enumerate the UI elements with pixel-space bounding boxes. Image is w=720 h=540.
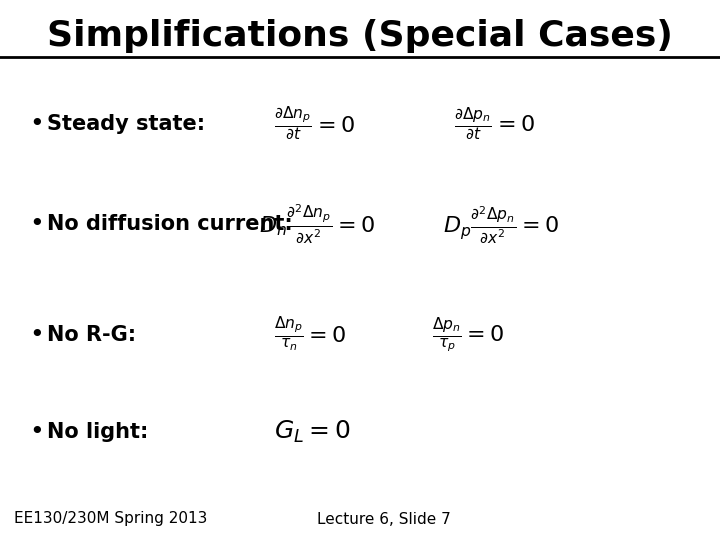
Text: Lecture 6, Slide 7: Lecture 6, Slide 7 — [317, 511, 451, 526]
Text: $D_p \frac{\partial^2 \Delta p_n}{\partial x^2} = 0$: $D_p \frac{\partial^2 \Delta p_n}{\parti… — [443, 204, 559, 245]
Text: No R-G:: No R-G: — [47, 325, 136, 345]
Text: $\frac{\partial \Delta n_p}{\partial t} = 0$: $\frac{\partial \Delta n_p}{\partial t} … — [274, 105, 354, 143]
Text: Simplifications (Special Cases): Simplifications (Special Cases) — [47, 19, 673, 53]
Text: $D_n \frac{\partial^2 \Delta n_p}{\partial x^2} = 0$: $D_n \frac{\partial^2 \Delta n_p}{\parti… — [259, 203, 375, 245]
Text: •: • — [29, 112, 43, 136]
Text: •: • — [29, 323, 43, 347]
Text: No diffusion current:: No diffusion current: — [47, 214, 292, 234]
Text: EE130/230M Spring 2013: EE130/230M Spring 2013 — [14, 511, 208, 526]
Text: $G_L = 0$: $G_L = 0$ — [274, 419, 351, 445]
Text: $\frac{\partial \Delta p_n}{\partial t} = 0$: $\frac{\partial \Delta p_n}{\partial t} … — [454, 106, 534, 143]
Text: Steady state:: Steady state: — [47, 114, 205, 134]
Text: $\frac{\Delta n_p}{\tau_n} = 0$: $\frac{\Delta n_p}{\tau_n} = 0$ — [274, 315, 346, 354]
Text: $\frac{\Delta p_n}{\tau_p} = 0$: $\frac{\Delta p_n}{\tau_p} = 0$ — [432, 315, 505, 355]
Text: No light:: No light: — [47, 422, 148, 442]
Text: •: • — [29, 420, 43, 444]
Text: •: • — [29, 212, 43, 236]
